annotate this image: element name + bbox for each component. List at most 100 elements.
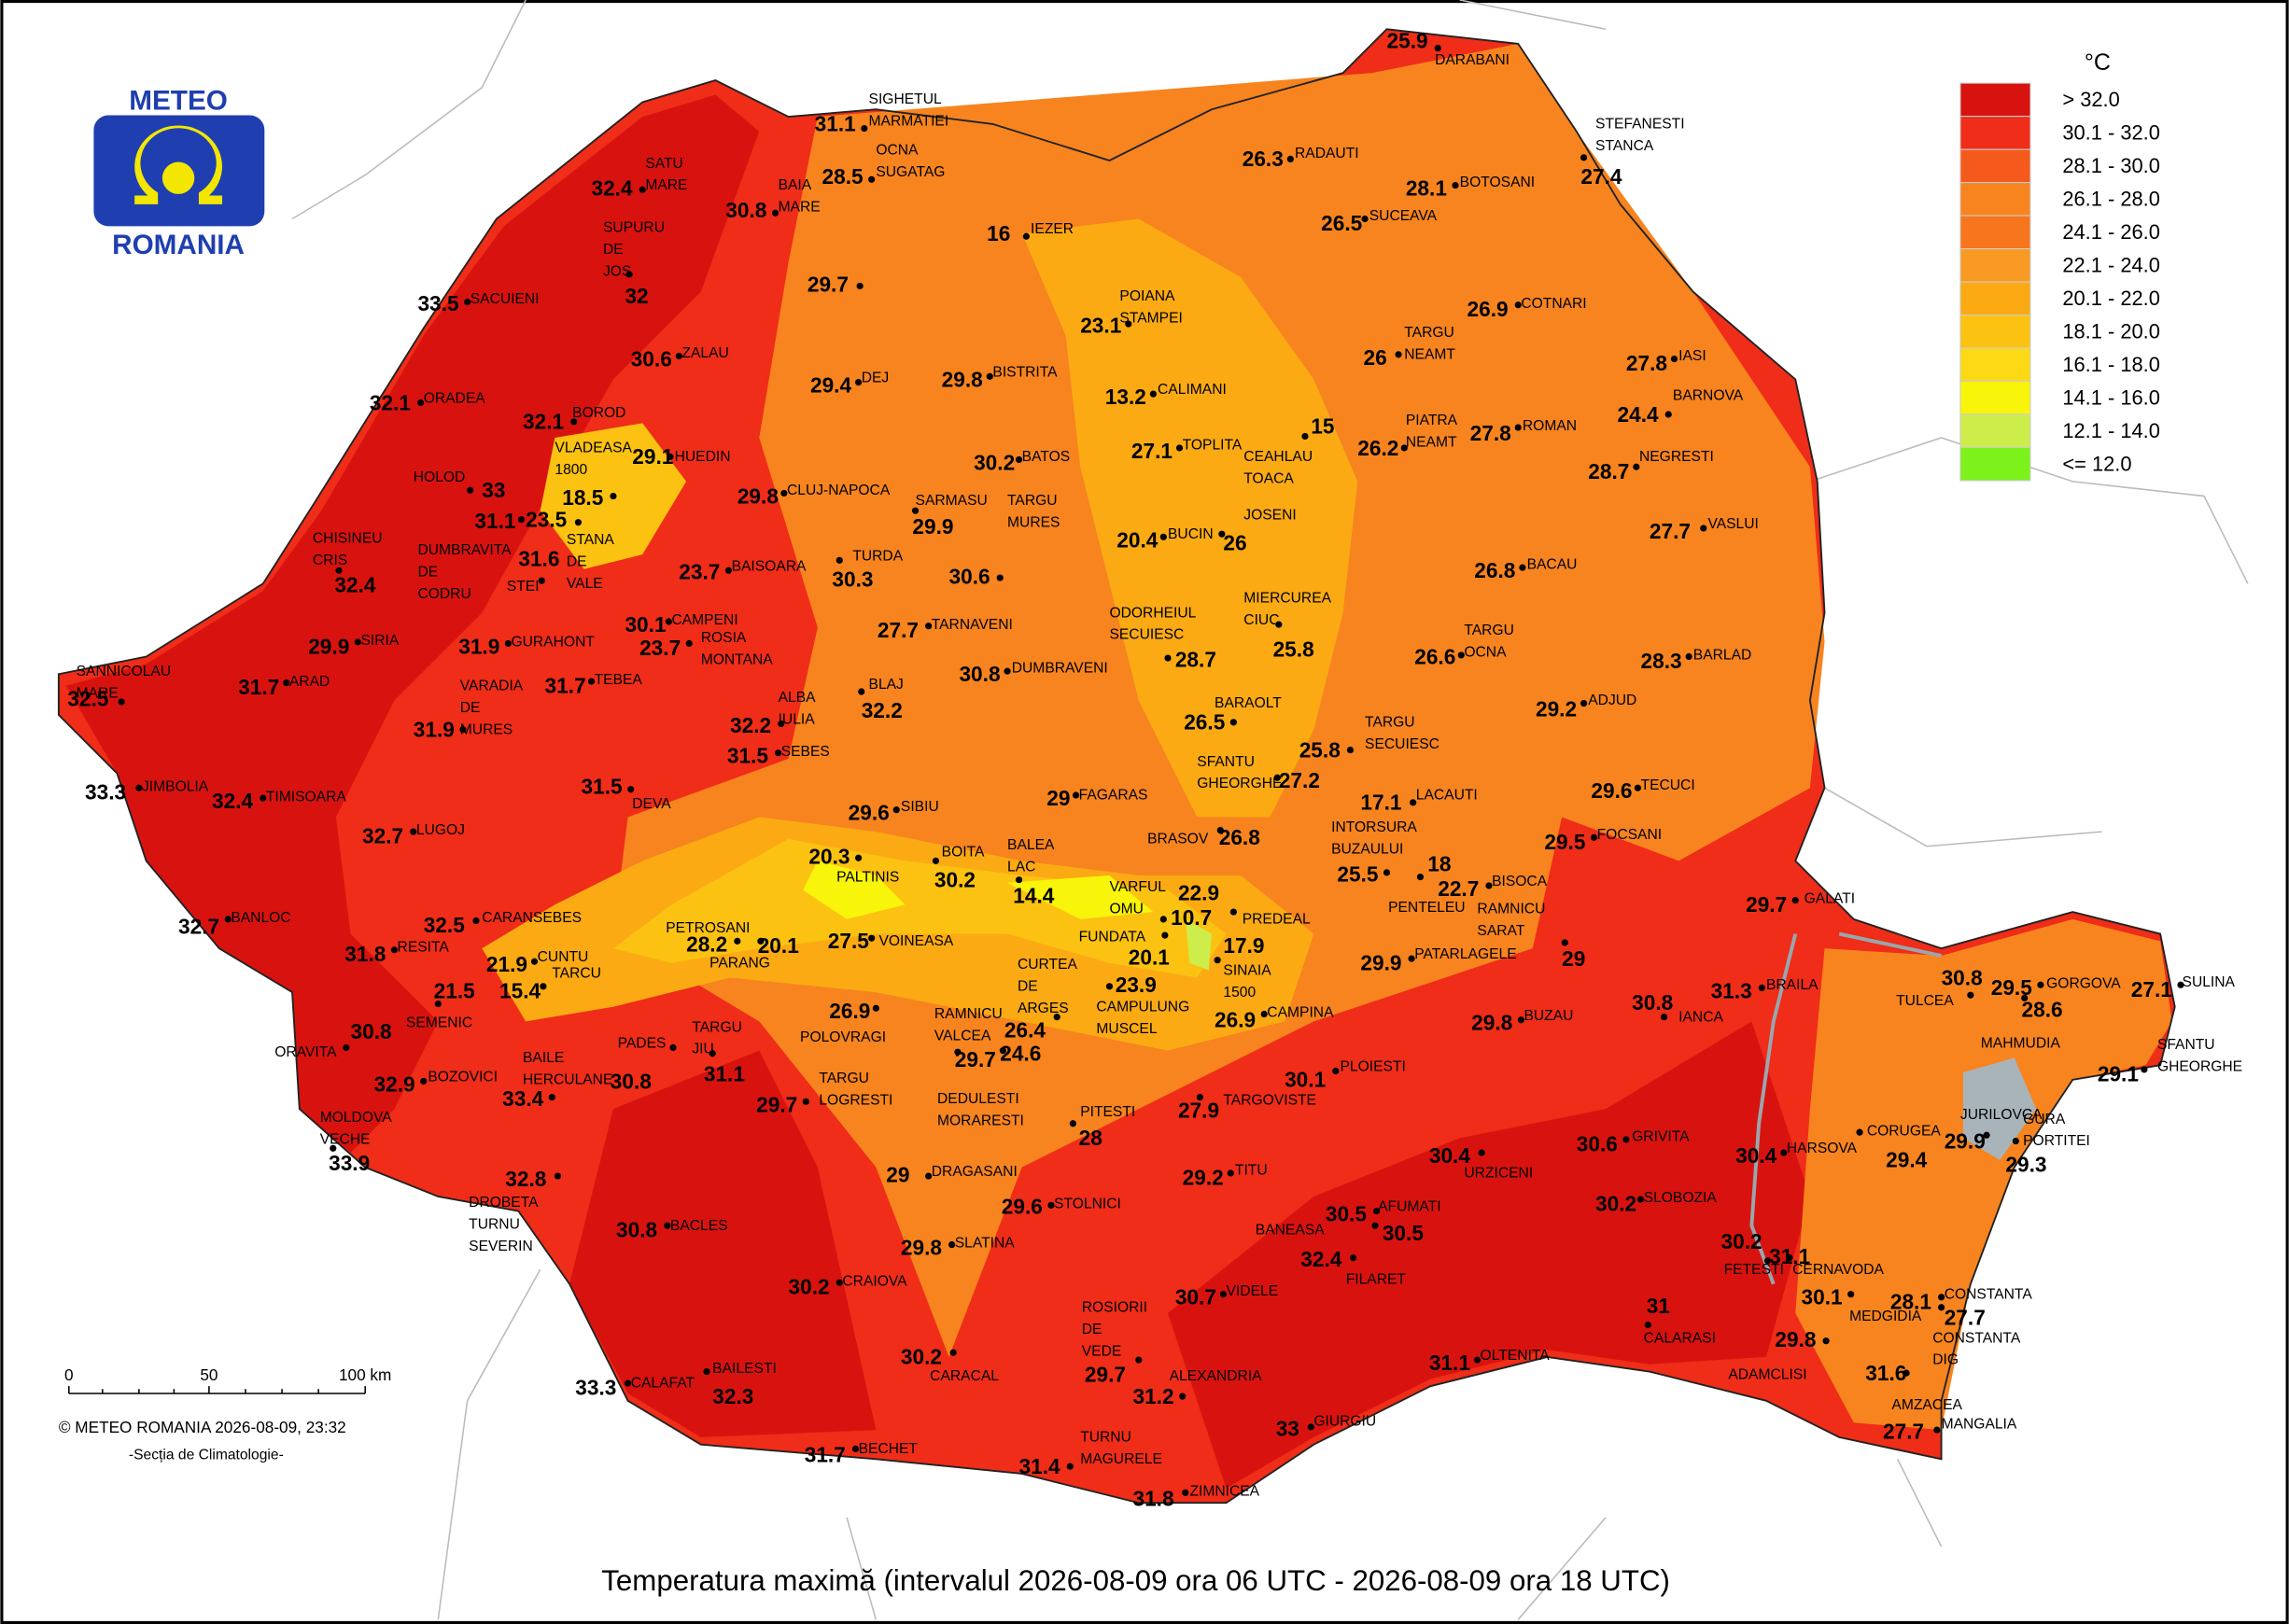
station-name: AMZACEA xyxy=(1891,1397,1962,1413)
station: GURA PORTITEI 29.3 xyxy=(2005,1112,2090,1177)
legend-label: 16.1 - 18.0 xyxy=(2062,353,2160,376)
station: BOROD 32.1 xyxy=(523,405,625,434)
station-dot xyxy=(540,983,547,990)
station-value: 27.7 xyxy=(878,618,919,642)
station: TARNAVENI 27.7 xyxy=(878,617,1013,642)
station: SARMASU 29.9 xyxy=(911,493,988,539)
station-value: 32.7 xyxy=(362,824,403,848)
station: PATARLAGELE 29.9 xyxy=(1360,946,1516,975)
station-dot xyxy=(1301,432,1309,441)
legend-swatch xyxy=(1959,116,2031,150)
station: TARGU OCNA 26.6 xyxy=(1414,623,1514,668)
station: SIBIU 29.6 xyxy=(849,799,939,824)
station-name: SACUIENI xyxy=(470,291,540,307)
station: RESITA 31.8 xyxy=(344,939,449,966)
station-value: 25.8 xyxy=(1273,637,1314,662)
station-value: 20.1 xyxy=(758,933,799,958)
station-name: DE xyxy=(1018,979,1038,995)
station-value: 29.2 xyxy=(1536,697,1577,721)
station-value: 22.7 xyxy=(1438,876,1479,901)
station: BECHET 31.7 xyxy=(805,1441,919,1466)
station: MOLDOVA VECHE 33.9 xyxy=(320,1110,393,1175)
station-name: STEFANESTI xyxy=(1595,117,1685,133)
station: PADES 30.8 xyxy=(611,1035,677,1093)
station-name: CERNAVODA xyxy=(1792,1262,1884,1278)
station-dot xyxy=(1856,1128,1863,1136)
station-name: TARGU xyxy=(819,1071,869,1086)
station-dot xyxy=(1903,1369,1910,1377)
station-name: DARABANI xyxy=(1435,52,1510,68)
station-value: 26 xyxy=(1223,530,1246,554)
station-name: DE xyxy=(567,554,587,570)
station-dot xyxy=(1229,908,1237,916)
station-name: INTORSURA xyxy=(1331,819,1417,835)
station-dot xyxy=(2177,981,2184,988)
station-value: 27.1 xyxy=(1131,439,1173,463)
station: TARGU JIU 31.1 xyxy=(692,1019,745,1085)
station: DUMBRAVENI 30.8 xyxy=(959,661,1107,686)
station-name: IEZER xyxy=(1031,221,1074,237)
station-name: 1500 xyxy=(1223,985,1256,1001)
station: BRAILA 31.3 xyxy=(1711,977,1819,1002)
temperature-zone xyxy=(1795,918,2172,1431)
station: ROSIA MONTANA 23.7 xyxy=(639,630,773,667)
danube xyxy=(1749,931,1942,1285)
station-value: 31.5 xyxy=(582,774,623,798)
legend-label: <= 12.0 xyxy=(2062,452,2131,475)
station: TARCU 15.4 xyxy=(499,965,601,1002)
station-value: 25.8 xyxy=(1299,737,1341,762)
station-value: 27.2 xyxy=(1279,768,1320,792)
station-name: TECUCI xyxy=(1641,777,1695,793)
station-value: 31.1 xyxy=(1769,1244,1810,1268)
station-value: 29.8 xyxy=(1775,1327,1816,1351)
station-name: TARGU xyxy=(692,1019,742,1035)
station: OLTENITA 31.1 xyxy=(1429,1348,1550,1375)
station-dot xyxy=(1644,1321,1651,1329)
temperature-zone xyxy=(65,94,760,1154)
station-dot xyxy=(1149,390,1157,398)
station-name: TARGU xyxy=(1464,623,1514,638)
station-dot xyxy=(757,937,765,945)
station-dot xyxy=(925,623,933,630)
legend-swatch xyxy=(1959,248,2031,283)
station: CRAIOVA 30.2 xyxy=(789,1273,908,1298)
station: BACLES 30.8 xyxy=(616,1218,728,1242)
station-name: ADJUD xyxy=(1588,693,1636,708)
station-name: PENTELEU xyxy=(1388,900,1466,916)
station-dot xyxy=(675,352,682,360)
station-value: 29.2 xyxy=(1183,1165,1224,1189)
station-dot xyxy=(1216,826,1224,834)
station: STEFANESTI STANCA 27.4 xyxy=(1580,117,1685,189)
station-name: BANLOC xyxy=(231,910,290,926)
station-name: CAMPULUNG xyxy=(1096,999,1189,1015)
station-dot xyxy=(1332,1067,1340,1075)
station-value: 33.3 xyxy=(85,780,126,805)
station-value: 31.7 xyxy=(805,1442,846,1466)
station-dot xyxy=(1791,896,1799,904)
station-value: 27.7 xyxy=(1945,1306,1986,1330)
station: PREDEAL 22.9 xyxy=(1178,881,1311,928)
station-name: TOPLITA xyxy=(1183,438,1243,454)
station-name: DE xyxy=(1082,1322,1102,1337)
station-name: BOTOSANI xyxy=(1460,175,1535,190)
station-dot xyxy=(530,958,539,965)
station-name: BACAU xyxy=(1527,557,1578,573)
station: IEZER 16 xyxy=(987,221,1074,245)
station-name: DEJ xyxy=(862,371,890,386)
logo-bottom: ROMANIA xyxy=(112,230,245,260)
station-dot xyxy=(1395,351,1402,358)
station-value: 26.4 xyxy=(1004,1018,1046,1043)
station-value: 25.9 xyxy=(1387,29,1428,53)
station-name: MARE xyxy=(645,177,687,193)
station-name: TARCU xyxy=(552,965,601,981)
station-name: CONSTANTA xyxy=(1932,1330,2021,1346)
station-dot xyxy=(410,828,417,835)
station-value: 29.9 xyxy=(1945,1128,1986,1153)
legend-label: 24.1 - 26.0 xyxy=(2062,220,2160,244)
station-name: MURES xyxy=(1007,514,1060,530)
station-value: 21.5 xyxy=(434,978,475,1002)
station: SIGHETUL MARMATIEI 31.1 xyxy=(815,91,948,136)
